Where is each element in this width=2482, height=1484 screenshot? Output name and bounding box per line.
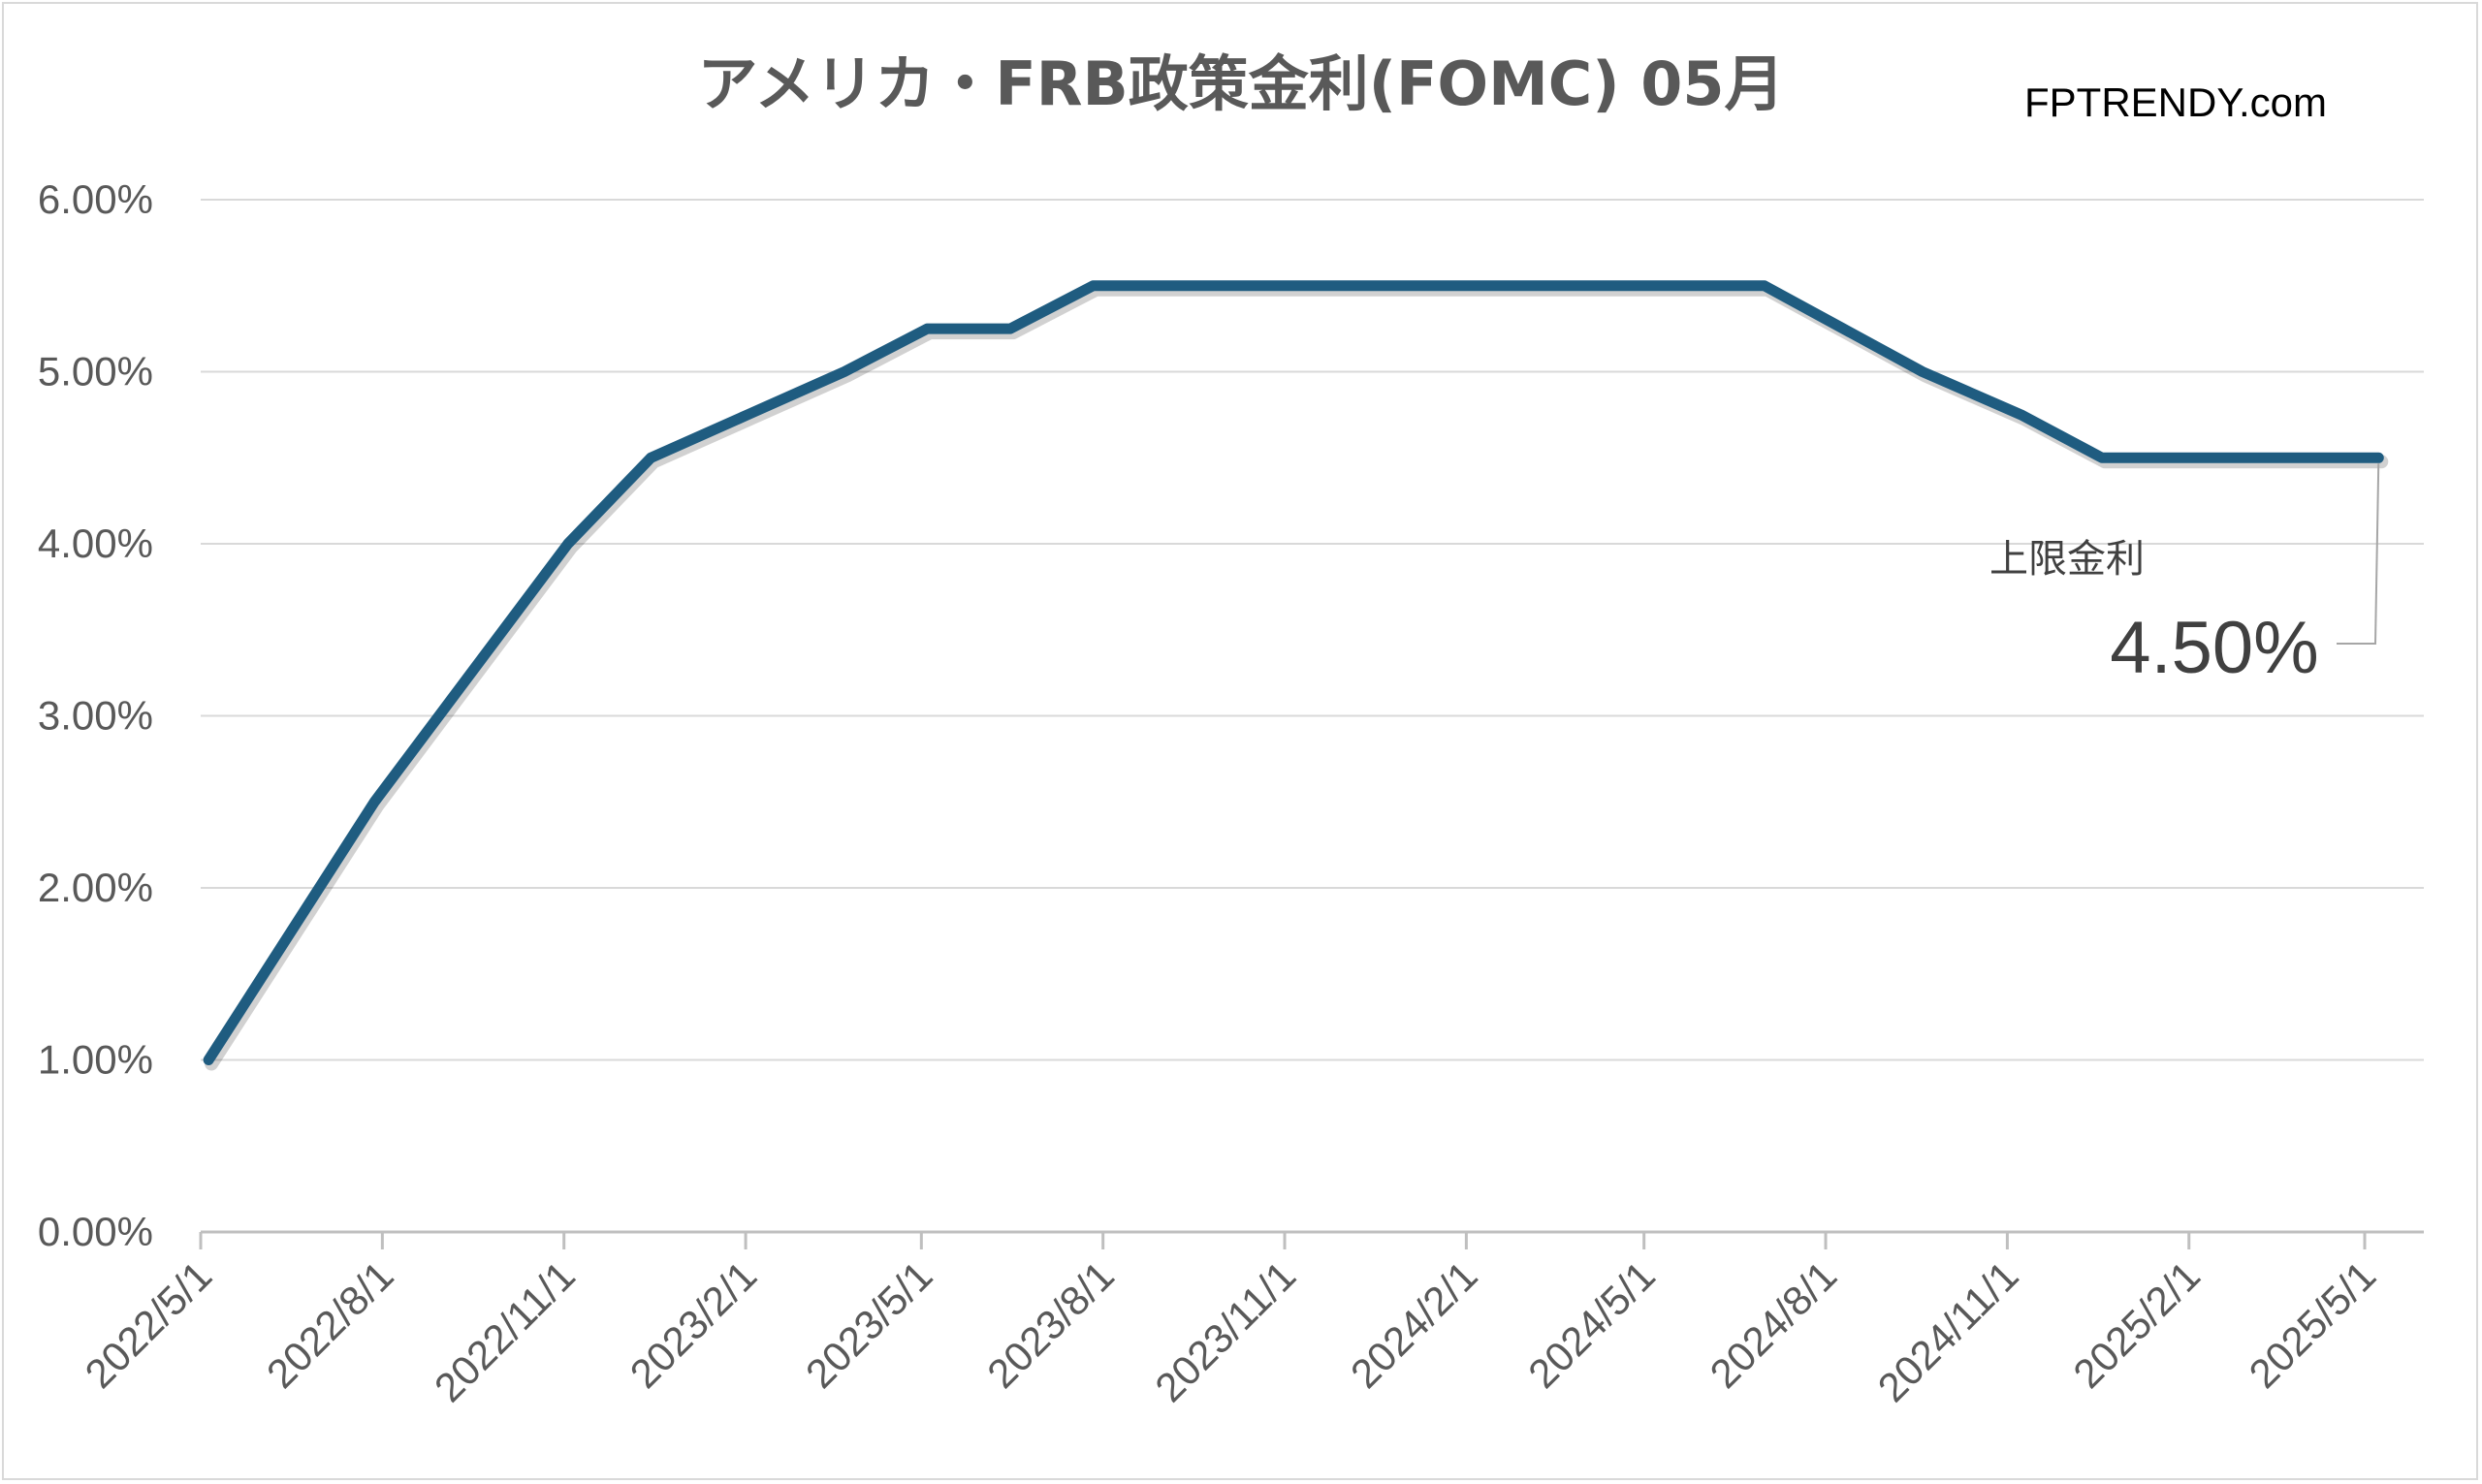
- series-line: [203, 280, 2384, 1065]
- y-tick-label: 6.00%: [38, 176, 153, 222]
- y-tick-label: 5.00%: [38, 349, 153, 395]
- y-tick-label: 4.00%: [38, 521, 153, 566]
- data-point: [1006, 326, 1013, 332]
- y-axis-ticks: 0.00% 1.00% 2.00% 3.00% 4.00% 5.00% 6.00%: [38, 176, 153, 1254]
- y-tick-label: 3.00%: [38, 693, 153, 739]
- annotation-value: 4.50%: [2110, 607, 2319, 689]
- data-point: [371, 799, 378, 805]
- data-point: [2018, 411, 2024, 418]
- x-tick-label: 2022/11/1: [426, 1252, 584, 1410]
- data-point: [1761, 282, 1767, 289]
- data-point: [924, 326, 931, 332]
- data-point: [841, 368, 847, 375]
- x-tick-label: 2022/8/1: [258, 1252, 402, 1397]
- series-line-shadow: [205, 282, 2389, 1071]
- y-tick-label: 0.00%: [38, 1209, 153, 1254]
- data-annotation: 上限金利 4.50%: [1989, 463, 2380, 689]
- x-tick-label: 2023/11/1: [1146, 1252, 1304, 1410]
- data-point: [648, 455, 654, 461]
- gridlines: [201, 199, 2424, 1061]
- annotation-leader-line: [2337, 463, 2380, 645]
- watermark-text: FPTRENDY.com: [2024, 79, 2327, 125]
- chart-title: アメリカ・FRB政策金利(FOMC) 05月: [697, 48, 1784, 119]
- x-tick-label: 2023/2/1: [621, 1252, 766, 1397]
- annotation-label: 上限金利: [1989, 537, 2145, 582]
- data-point: [2099, 455, 2106, 461]
- x-tick-label: 2023/8/1: [978, 1252, 1123, 1397]
- x-tick-label: 2022/5/1: [77, 1252, 221, 1397]
- x-tick-label: 2024/2/1: [1342, 1252, 1486, 1397]
- data-point: [206, 1057, 212, 1063]
- x-tick-label: 2025/5/1: [2241, 1252, 2385, 1397]
- x-tick-label: 2024/5/1: [1519, 1252, 1664, 1397]
- series-layer: [203, 280, 2389, 1071]
- data-point: [1090, 282, 1097, 289]
- x-tick-label: 2025/2/1: [2064, 1252, 2209, 1397]
- data-point: [745, 411, 751, 418]
- data-point: [1919, 368, 1925, 375]
- data-point: [2375, 455, 2382, 461]
- x-tick-label: 2024/8/1: [1702, 1252, 1846, 1397]
- x-axis: 2022/5/1 2022/8/1 2022/11/1 2023/2/1 2023/5/…: [77, 1230, 2424, 1410]
- data-point: [564, 541, 571, 547]
- x-tick-label: 2024/11/1: [1869, 1252, 2027, 1410]
- x-tick-label: 2023/5/1: [797, 1252, 941, 1397]
- y-tick-label: 2.00%: [38, 865, 153, 910]
- y-tick-label: 1.00%: [38, 1037, 153, 1083]
